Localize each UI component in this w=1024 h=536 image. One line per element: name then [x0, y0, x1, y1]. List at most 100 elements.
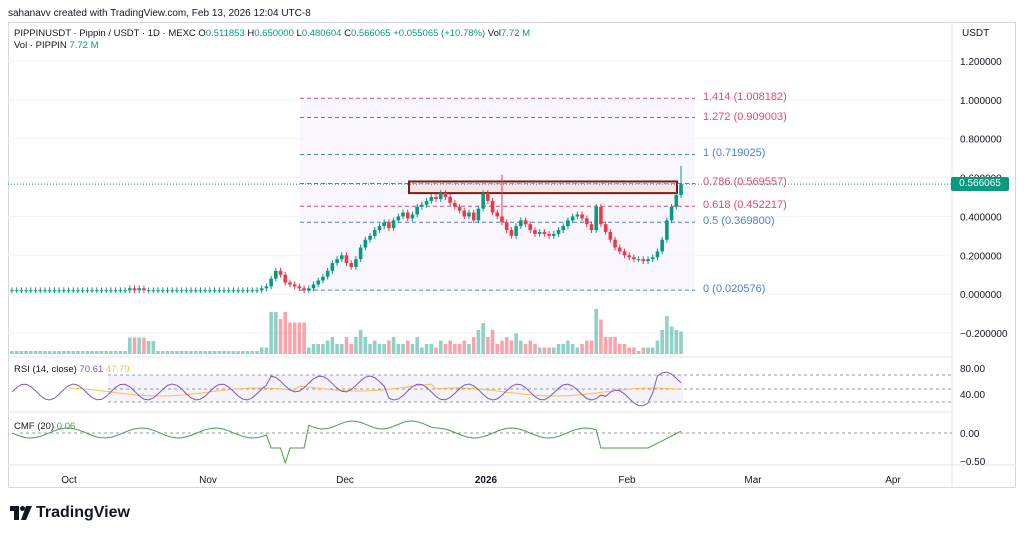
candle-body — [490, 200, 495, 213]
volume-bar — [292, 322, 297, 354]
volume-bar — [457, 344, 462, 354]
candle-body — [674, 195, 679, 207]
volume-bar — [269, 312, 273, 354]
candle-body — [307, 288, 311, 291]
time-tick-label: Apr — [885, 475, 901, 486]
volume-bar — [674, 330, 679, 354]
high-label: H — [247, 28, 255, 39]
candle-body — [57, 290, 61, 292]
rsi-legend[interactable]: RSI (14, close) 70.61 47.79 — [14, 364, 130, 375]
candle-body — [372, 230, 377, 236]
time-axis-ticks: Oct Nov Dec 2026 Feb Mar Apr — [61, 475, 901, 486]
candle-body — [85, 290, 90, 292]
candle-body — [467, 212, 471, 217]
volume-bar — [203, 351, 207, 354]
candle-body — [669, 206, 674, 221]
vol-label: Vol — [487, 28, 501, 39]
close-label: C — [344, 28, 351, 39]
candle-body — [603, 224, 608, 232]
fib-label: 0.786 (0.569557) — [703, 176, 787, 189]
candle-body — [52, 290, 57, 292]
rsi-tick-label: 80.00 — [960, 364, 985, 375]
volume-bar — [330, 337, 335, 354]
volume-bar — [401, 344, 405, 354]
candle-body — [481, 193, 485, 209]
candle-body — [344, 255, 349, 264]
candle-body — [594, 206, 598, 231]
candle-body — [453, 202, 457, 207]
volume-bar — [589, 340, 594, 354]
rsi-title: RSI (14, close) — [14, 364, 77, 375]
candle-body — [377, 226, 382, 231]
volume-bar — [617, 344, 622, 354]
volume-bar — [283, 312, 288, 354]
high-value: 0.650000 — [254, 28, 294, 39]
volume-bar — [438, 340, 443, 354]
candle-body — [589, 224, 594, 231]
candle-body — [250, 290, 255, 292]
candle-body — [575, 214, 580, 217]
open-value: 0.511853 — [205, 28, 245, 39]
cmf-value: 0.06 — [56, 421, 76, 432]
candle-body — [241, 290, 245, 292]
candle-body — [542, 231, 547, 234]
candle-body — [104, 290, 109, 292]
currency-label[interactable]: USDT — [962, 28, 990, 39]
volume-bar — [603, 337, 608, 354]
volume-bar — [514, 333, 518, 354]
symbol-legend[interactable]: PIPPINUSDT · Pippin / USDT · 1D · MEXC O… — [14, 28, 530, 39]
candle-body — [584, 218, 589, 225]
volume-bar — [547, 347, 551, 354]
fib-label: 1.272 (0.909003) — [703, 110, 787, 123]
volume-legend[interactable]: Vol · PIPPIN 7.72 M — [14, 40, 99, 51]
volume-bar — [467, 344, 471, 354]
candle-body — [438, 193, 443, 199]
volume-bar — [424, 344, 429, 354]
candle-body — [580, 214, 584, 219]
volume-bar — [132, 337, 137, 354]
cmf-legend[interactable]: CMF (20) 0.06 — [14, 421, 75, 432]
candle-body — [330, 263, 335, 271]
candle-body — [274, 270, 278, 279]
candle-body — [62, 290, 66, 292]
volume-bar — [250, 351, 255, 354]
volume-bar — [372, 340, 377, 354]
volume-bar — [650, 347, 655, 354]
candle-body — [368, 235, 372, 240]
rsi-line — [11, 371, 682, 407]
volume-bar — [19, 351, 24, 354]
candle-body — [10, 290, 14, 292]
volume-bar — [495, 344, 500, 354]
tradingview-logo[interactable]: TradingView — [10, 504, 130, 522]
low-label: L — [296, 28, 302, 39]
volume-bar — [95, 351, 99, 354]
candle-body — [608, 231, 613, 240]
time-tick-label: Dec — [336, 475, 354, 486]
volume-bar — [669, 326, 674, 354]
candle-body — [146, 290, 151, 292]
candle-body — [113, 290, 118, 292]
volume-bar — [504, 337, 509, 354]
candle-body — [19, 290, 24, 292]
candle-body — [443, 193, 448, 197]
candle-body — [160, 290, 165, 292]
fib-label: 0.618 (0.452217) — [703, 199, 787, 212]
candle-body — [641, 259, 646, 262]
volume-bar — [113, 351, 118, 354]
volume-bar — [551, 347, 556, 354]
volume-bar — [509, 340, 514, 354]
fib-levels — [300, 97, 695, 291]
volume-bar — [142, 337, 146, 354]
price-tick-label: 0.800000 — [960, 135, 1002, 146]
volume-bars — [10, 309, 683, 354]
volume-bar — [311, 344, 316, 354]
candle-body — [203, 290, 207, 292]
current-price-badge: 0.566065 — [951, 177, 1009, 191]
cmf-line — [11, 420, 682, 465]
candle-body — [29, 290, 33, 292]
candle-body — [457, 206, 462, 211]
candle-body — [179, 290, 184, 292]
time-tick-label: 2026 — [475, 475, 498, 486]
cmf-title: CMF (20) — [14, 421, 55, 432]
